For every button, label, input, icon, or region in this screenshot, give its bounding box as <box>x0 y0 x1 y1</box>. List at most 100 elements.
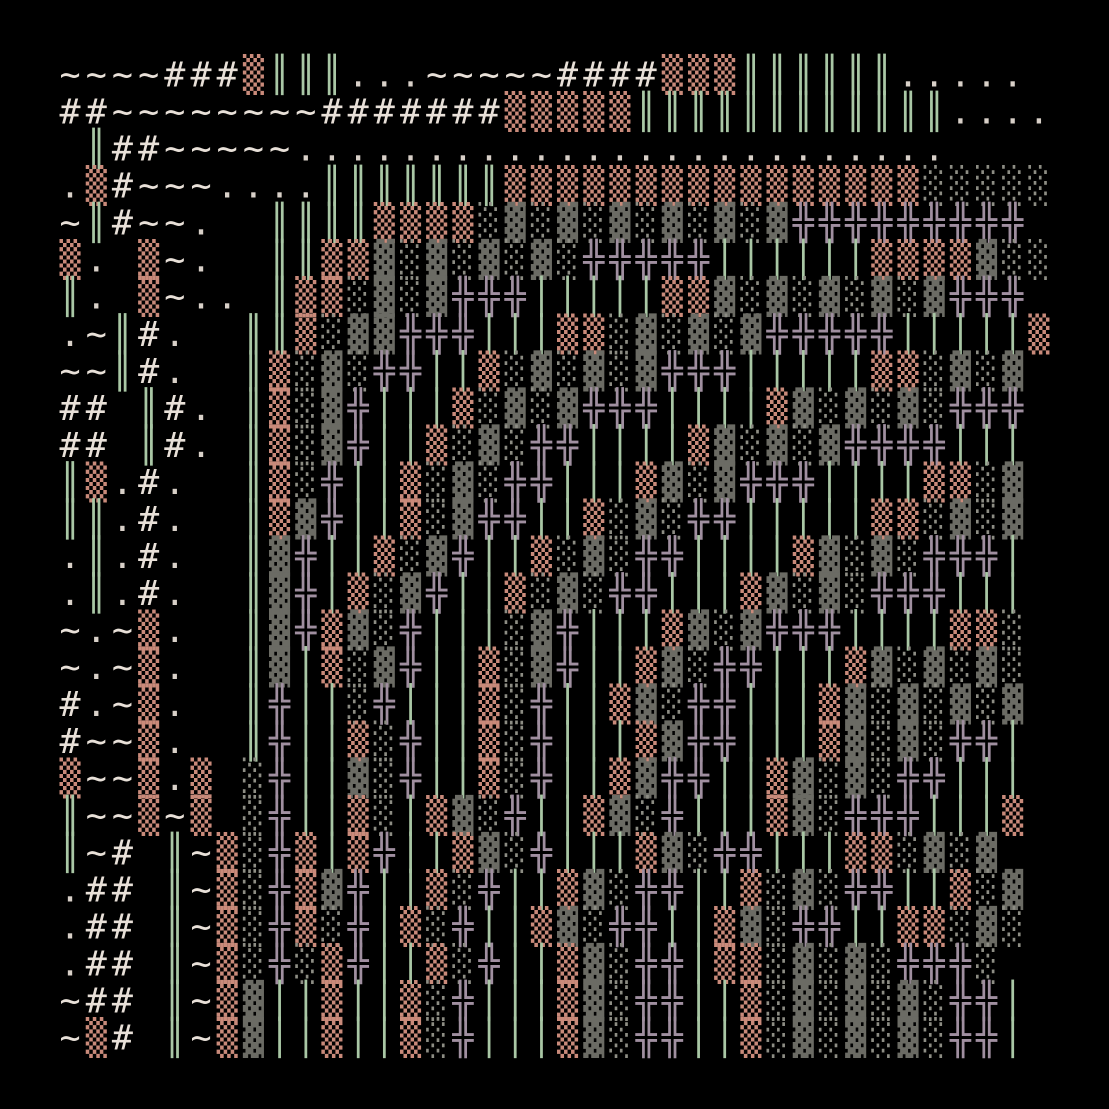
glyph: ▓ <box>609 794 631 836</box>
glyph: │ <box>767 350 788 392</box>
glyph: ▓ <box>767 572 789 614</box>
glyph: │ <box>688 572 709 614</box>
glyph: . <box>1002 56 1023 96</box>
glyph: ▒ <box>583 794 605 836</box>
glyph: ╬ <box>739 461 762 503</box>
glyph: ╬ <box>347 868 370 910</box>
glyph: ╬ <box>451 905 474 947</box>
glyph: ░ <box>662 683 683 725</box>
glyph: ▓ <box>452 461 474 503</box>
glyph: ▒ <box>190 794 212 836</box>
glyph: ~ <box>505 56 526 96</box>
glyph: ╬ <box>713 350 736 392</box>
glyph: ▓ <box>1002 461 1024 503</box>
glyph: ▒ <box>557 979 579 1021</box>
glyph: . <box>60 870 81 910</box>
glyph: ▓ <box>531 646 553 688</box>
glyph: ▓ <box>426 276 448 318</box>
glyph: ▒ <box>767 757 789 799</box>
glyph: ░ <box>609 350 630 392</box>
glyph: ░ <box>1002 609 1023 651</box>
glyph: # <box>60 685 81 725</box>
glyph: │ <box>688 1016 709 1058</box>
glyph: ║ <box>295 239 316 281</box>
glyph: ▒ <box>897 350 919 392</box>
glyph: │ <box>295 1016 316 1058</box>
glyph: ~ <box>86 759 107 799</box>
glyph: ~ <box>190 944 211 984</box>
glyph: ╬ <box>451 535 474 577</box>
glyph: ╬ <box>373 683 396 725</box>
glyph: │ <box>924 794 945 836</box>
glyph: │ <box>897 868 918 910</box>
glyph: ▒ <box>662 609 684 651</box>
glyph: . <box>426 130 447 170</box>
glyph: ~ <box>86 833 107 873</box>
glyph: ╬ <box>451 313 474 355</box>
glyph: . <box>557 130 578 170</box>
glyph: ~ <box>243 93 264 133</box>
glyph: ╬ <box>478 276 501 318</box>
glyph: │ <box>557 683 578 725</box>
glyph: # <box>190 56 211 96</box>
glyph: ╬ <box>268 794 291 836</box>
glyph: . <box>269 167 290 207</box>
glyph: ▒ <box>295 276 317 318</box>
glyph: ╬ <box>870 572 893 614</box>
glyph: ░ <box>793 424 814 466</box>
glyph: . <box>819 130 840 170</box>
glyph: ╬ <box>661 942 684 984</box>
glyph: ╬ <box>949 276 972 318</box>
glyph: ║ <box>164 868 185 910</box>
glyph: ╬ <box>635 1016 658 1058</box>
glyph: │ <box>767 683 788 725</box>
glyph: # <box>138 500 159 540</box>
glyph: ░ <box>871 979 892 1021</box>
glyph: │ <box>374 498 395 540</box>
glyph: ▒ <box>557 91 579 133</box>
glyph: │ <box>557 794 578 836</box>
glyph: ░ <box>505 350 526 392</box>
glyph: ║ <box>86 202 107 244</box>
glyph: ~ <box>112 611 133 651</box>
glyph: ░ <box>295 461 316 503</box>
glyph: ▒ <box>60 239 82 281</box>
glyph: ▓ <box>321 868 343 910</box>
glyph: ░ <box>688 202 709 244</box>
glyph: ░ <box>636 202 657 244</box>
glyph: │ <box>819 461 840 503</box>
glyph: ▒ <box>871 239 893 281</box>
glyph: . <box>924 130 945 170</box>
glyph: ░ <box>714 313 735 355</box>
glyph: ▓ <box>845 979 867 1021</box>
glyph: . <box>164 648 185 688</box>
glyph: ▓ <box>714 424 736 466</box>
glyph: ░ <box>688 831 709 873</box>
glyph: │ <box>636 276 657 318</box>
glyph: ░ <box>976 683 997 725</box>
glyph: ╬ <box>478 942 501 984</box>
glyph: ▒ <box>636 831 658 873</box>
glyph: │ <box>583 757 604 799</box>
glyph: ▓ <box>426 535 448 577</box>
glyph: ░ <box>767 868 788 910</box>
glyph: ░ <box>609 979 630 1021</box>
glyph: ▒ <box>897 498 919 540</box>
glyph: ░ <box>374 794 395 836</box>
glyph: ╬ <box>399 609 422 651</box>
glyph: ░ <box>1028 165 1049 207</box>
glyph: ▒ <box>269 387 291 429</box>
glyph: │ <box>819 239 840 281</box>
glyph: ║ <box>243 498 264 540</box>
glyph: ~ <box>190 167 211 207</box>
glyph: ║ <box>164 942 185 984</box>
glyph: ▒ <box>714 905 736 947</box>
glyph: │ <box>976 757 997 799</box>
glyph: ▒ <box>86 461 108 503</box>
glyph: . <box>662 130 683 170</box>
glyph: ░ <box>374 720 395 762</box>
glyph: ╬ <box>1001 202 1024 244</box>
glyph: ░ <box>819 1016 840 1058</box>
glyph: ▓ <box>819 535 841 577</box>
glyph: ▓ <box>662 720 684 762</box>
